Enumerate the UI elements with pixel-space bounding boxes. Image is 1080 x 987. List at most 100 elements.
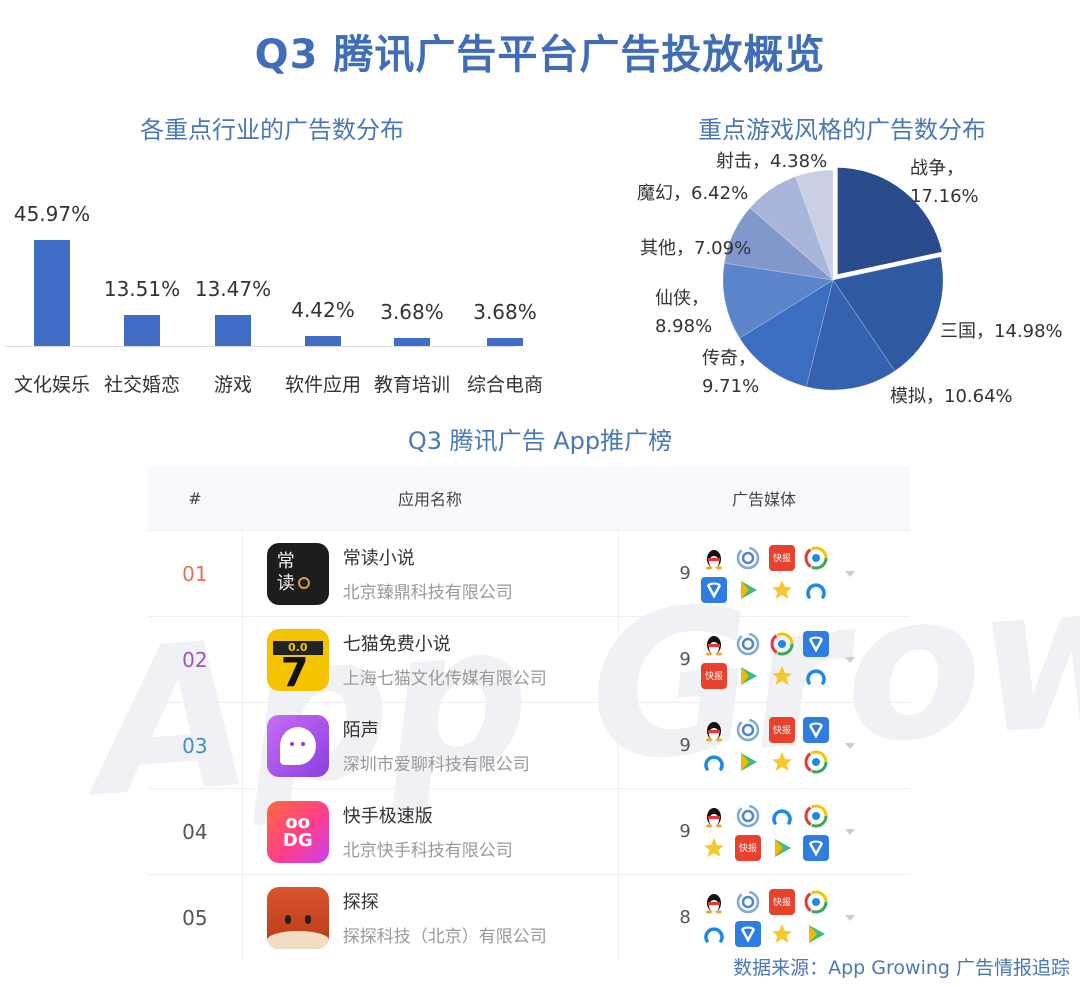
tantan-icon bbox=[266, 886, 329, 949]
star-media-icon bbox=[701, 835, 727, 861]
pie-label: 三国，14.98% bbox=[940, 321, 1063, 342]
arc-media-icon bbox=[769, 803, 795, 829]
bar bbox=[124, 314, 160, 346]
bar-value-label: 3.68% bbox=[473, 299, 537, 324]
arc-media-icon bbox=[803, 663, 829, 689]
bar-value-label: 13.51% bbox=[103, 276, 181, 301]
media-cell: 9 快报 bbox=[619, 789, 910, 874]
rank-number: 01 bbox=[182, 561, 208, 586]
star-media-icon bbox=[769, 663, 795, 689]
video-media-icon bbox=[735, 577, 761, 603]
expand-caret-icon[interactable] bbox=[844, 828, 855, 835]
table-header: # 应用名称 广告媒体 bbox=[148, 466, 910, 530]
table-row[interactable]: 01 常读 常读小说 北京臻鼎科技有限公司 9 快报 bbox=[148, 530, 910, 616]
game-style-pie-chart bbox=[722, 164, 946, 391]
expand-caret-icon[interactable] bbox=[844, 914, 855, 921]
table-row[interactable]: 04 oo DG 快手极速版 北京快手科技有限公司 9 快报 bbox=[148, 788, 910, 874]
table-row[interactable]: 03 陌声 深圳市爱聊科技有限公司 9 快报 bbox=[148, 702, 910, 788]
shield-media-icon bbox=[802, 834, 829, 861]
media-count: 9 bbox=[679, 649, 691, 670]
app-cell: 探探 探探科技（北京）有限公司 bbox=[241, 875, 619, 960]
pie-label: 模拟，10.64% bbox=[890, 386, 1013, 407]
ranking-title: Q3 腾讯广告 App推广榜 bbox=[407, 427, 673, 455]
video-media-icon bbox=[769, 835, 795, 861]
pie-slice-2 bbox=[805, 279, 896, 391]
svg-text:快报: 快报 bbox=[739, 842, 757, 854]
bar bbox=[487, 337, 523, 346]
pie-label: 射击，4.38% bbox=[716, 151, 828, 172]
pie-slice-7 bbox=[795, 169, 834, 281]
x-axis-line bbox=[5, 346, 515, 347]
pie-slice-6 bbox=[749, 176, 834, 282]
video-media-icon bbox=[803, 921, 829, 947]
pie-slice-5 bbox=[723, 207, 835, 281]
media-icons: 快报 bbox=[701, 716, 837, 775]
changdu-icon: 常读 bbox=[266, 542, 329, 605]
bar-category-label: 游戏 bbox=[213, 374, 252, 396]
arc-media-icon bbox=[701, 749, 727, 775]
qimao-icon: 0.0 7 bbox=[266, 628, 329, 691]
pie-slice-1 bbox=[832, 256, 944, 372]
spiral-media-icon bbox=[735, 803, 761, 829]
media-cell: 9 快报 bbox=[619, 617, 910, 702]
bar-category-label: 社交婚恋 bbox=[103, 374, 180, 396]
bar-category-label: 综合电商 bbox=[466, 374, 543, 396]
media-cell: 9 快报 bbox=[619, 703, 910, 788]
table-row[interactable]: 05 探探 探探科技（北京）有限公司 8 快报 bbox=[148, 874, 910, 960]
media-icons: 快报 bbox=[701, 803, 837, 861]
star-media-icon bbox=[769, 921, 795, 947]
arc-media-icon bbox=[803, 577, 829, 603]
bar-category-label: 软件应用 bbox=[284, 374, 361, 396]
kuaibao-media-icon: 快报 bbox=[768, 888, 795, 915]
video-media-icon bbox=[735, 663, 761, 689]
app-name[interactable]: 快手极速版 bbox=[342, 806, 433, 827]
tencent-news-media-icon bbox=[803, 803, 829, 829]
ranking-table: # 应用名称 广告媒体 01 常读 常读小说 北京臻鼎科技有限公司 9 快报 0… bbox=[148, 466, 910, 960]
kuaibao-media-icon: 快报 bbox=[734, 834, 761, 861]
app-company: 北京臻鼎科技有限公司 bbox=[342, 583, 513, 603]
bar-value-label: 4.42% bbox=[291, 297, 355, 322]
qq-media-icon bbox=[701, 631, 727, 657]
kuaibao-media-icon: 快报 bbox=[768, 716, 795, 743]
qq-media-icon bbox=[701, 545, 727, 571]
arc-media-icon bbox=[701, 921, 727, 947]
app-company: 北京快手科技有限公司 bbox=[342, 841, 513, 861]
media-count: 9 bbox=[679, 735, 691, 756]
spiral-media-icon bbox=[735, 717, 761, 743]
pie-label: 仙侠，8.98% bbox=[655, 288, 713, 337]
bar bbox=[394, 337, 430, 346]
pie-label: 战争，17.16% bbox=[910, 158, 979, 207]
header-media: 广告媒体 bbox=[731, 490, 796, 509]
app-company: 上海七猫文化传媒有限公司 bbox=[342, 669, 547, 689]
expand-caret-icon[interactable] bbox=[844, 570, 855, 577]
tencent-news-media-icon bbox=[769, 631, 795, 657]
pie-label: 魔幻，6.42% bbox=[637, 183, 749, 204]
media-icons: 快报 bbox=[701, 888, 837, 947]
qq-media-icon bbox=[701, 803, 727, 829]
expand-caret-icon[interactable] bbox=[844, 656, 855, 663]
header-rank: # bbox=[188, 488, 202, 508]
app-cell: 陌声 深圳市爱聊科技有限公司 bbox=[241, 703, 619, 788]
star-media-icon bbox=[769, 749, 795, 775]
app-name[interactable]: 探探 bbox=[342, 892, 379, 913]
qq-media-icon bbox=[701, 717, 727, 743]
app-name[interactable]: 常读小说 bbox=[342, 548, 415, 569]
rank-number: 03 bbox=[182, 733, 208, 758]
shield-media-icon bbox=[802, 716, 829, 743]
app-name[interactable]: 七猫免费小说 bbox=[342, 634, 451, 655]
bar bbox=[34, 240, 70, 346]
kuaibao-media-icon: 快报 bbox=[700, 662, 727, 689]
app-company: 深圳市爱聊科技有限公司 bbox=[342, 755, 530, 775]
media-count: 9 bbox=[679, 821, 691, 842]
app-name[interactable]: 陌声 bbox=[342, 720, 379, 741]
bar-value-label: 45.97% bbox=[13, 202, 91, 226]
rank-number: 04 bbox=[182, 819, 208, 844]
tencent-news-media-icon bbox=[803, 545, 829, 571]
table-row[interactable]: 02 0.0 7 七猫免费小说 上海七猫文化传媒有限公司 9 快报 bbox=[148, 616, 910, 702]
bar-value-label: 13.47% bbox=[194, 276, 272, 301]
app-company: 探探科技（北京）有限公司 bbox=[342, 927, 547, 947]
expand-caret-icon[interactable] bbox=[844, 742, 855, 749]
svg-text:快报: 快报 bbox=[705, 670, 723, 682]
app-cell: oo DG 快手极速版 北京快手科技有限公司 bbox=[241, 789, 619, 874]
shield-media-icon bbox=[802, 630, 829, 657]
